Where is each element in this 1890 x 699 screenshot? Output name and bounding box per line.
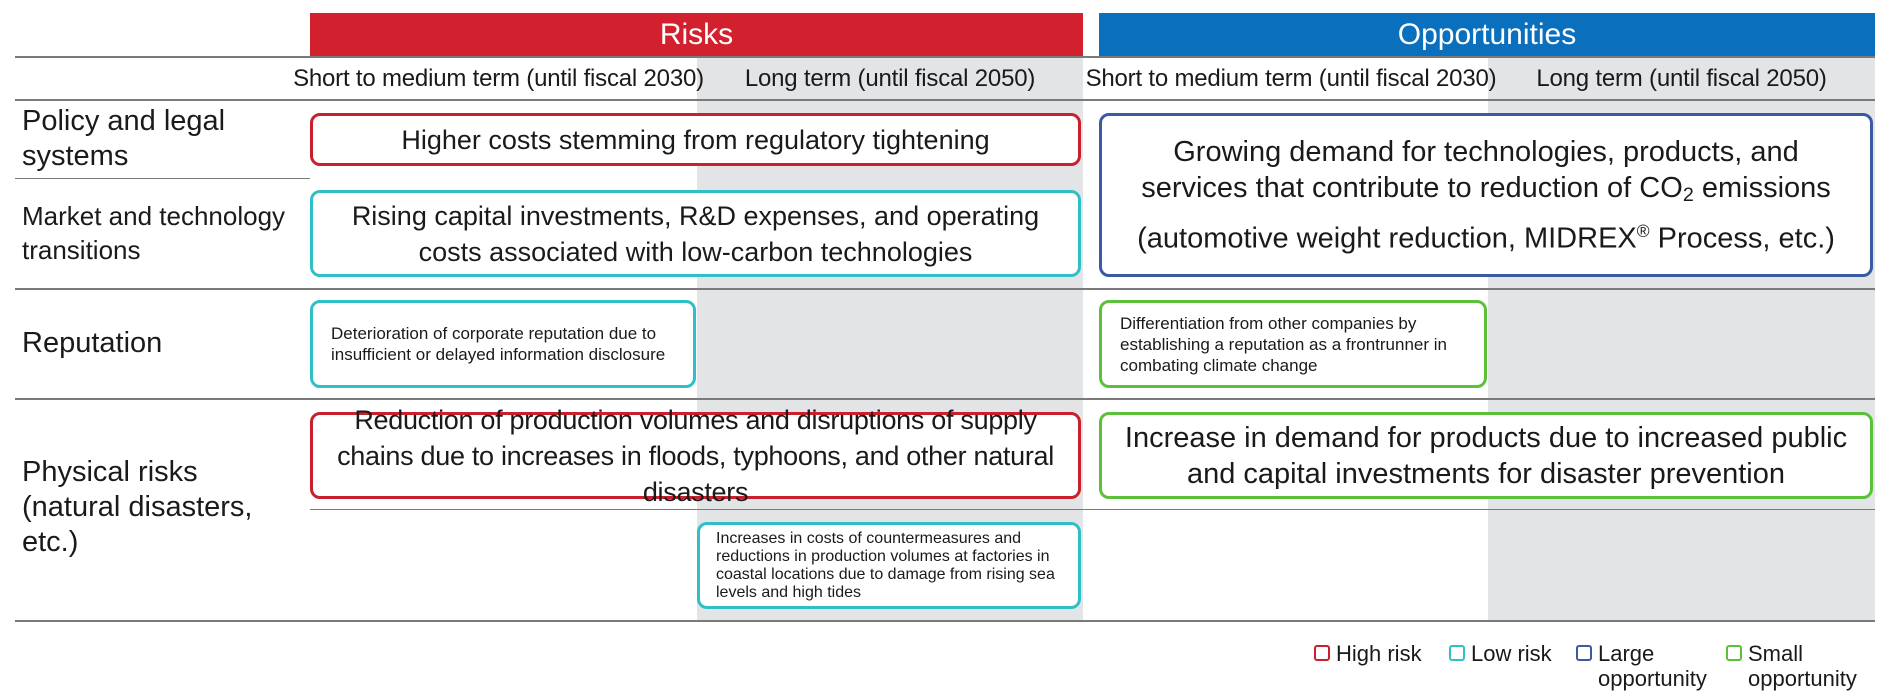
risks-header-label: Risks: [659, 17, 734, 51]
reputation-risk-box: Deterioration of corporate reputation du…: [310, 300, 696, 388]
row-label-market: Market and technology transitions: [22, 201, 286, 265]
policy-market-opportunity-box: Growing demand for technologies, product…: [1099, 113, 1873, 277]
opportunities-header: Opportunities: [1099, 13, 1875, 56]
legend-high-risk: High risk: [1314, 641, 1422, 666]
market-risk-box: Rising capital investments, R&D expenses…: [310, 190, 1081, 277]
policy-risk-text: Higher costs stemming from regulatory ti…: [401, 124, 990, 155]
registered-mark: ®: [1636, 220, 1650, 241]
row-label-policy: Policy and legal systems: [22, 105, 226, 172]
risks-header: Risks: [310, 13, 1083, 56]
market-risk-text: Rising capital investments, R&D expenses…: [351, 200, 1040, 267]
opportunity-line-2: services that contribute to reduction of…: [1137, 170, 1835, 213]
opportunity-line-2-start: services that contribute to reduction of…: [1141, 171, 1683, 204]
policy-market-opportunity-text: Growing demand for technologies, product…: [1137, 134, 1835, 257]
legend-large-opportunity: Large opportunity: [1576, 641, 1716, 691]
opportunities-header-label: Opportunities: [1397, 17, 1577, 51]
small-opportunity-swatch: [1726, 645, 1742, 661]
rule-below-terms: [15, 99, 1875, 101]
rule-market-reputation: [15, 288, 1875, 290]
large-opportunity-label: Large opportunity: [1598, 641, 1707, 691]
low-risk-swatch: [1449, 645, 1465, 661]
high-risk-swatch: [1314, 645, 1330, 661]
opportunity-line-1: Growing demand for technologies, product…: [1173, 135, 1799, 168]
risks-short-term-label: Short to medium term (until fiscal 2030): [293, 65, 704, 92]
risks-long-term-label: Long term (until fiscal 2050): [744, 65, 1036, 92]
opportunity-line-3: (automotive weight reduction, MIDREX® Pr…: [1137, 213, 1835, 257]
physical-risk-short-text: Reduction of production volumes and disr…: [337, 404, 1054, 507]
physical-risk-long-box: Increases in costs of countermeasures an…: [697, 522, 1081, 609]
rule-policy-market: [15, 178, 310, 179]
row-label-reputation: Reputation: [22, 327, 163, 359]
physical-risk-short-box: Reduction of production volumes and disr…: [310, 405, 1081, 507]
physical-opportunity-box: Increase in demand for products due to i…: [1099, 412, 1873, 499]
physical-opportunity-text: Increase in demand for products due to i…: [1124, 421, 1848, 490]
opportunities-short-term-label: Short to medium term (until fiscal 2030): [1085, 65, 1497, 92]
reputation-opportunity-box: Differentiation from other companies by …: [1099, 300, 1487, 388]
physical-risk-long-text: Increases in costs of countermeasures an…: [716, 529, 1055, 601]
opportunity-line-3-end: Process, etc.): [1649, 222, 1835, 255]
rule-top: [15, 56, 1875, 58]
low-risk-label: Low risk: [1471, 641, 1552, 666]
legend-small-opportunity: Small opportunity: [1726, 641, 1866, 691]
rule-reputation-physical: [15, 398, 1875, 400]
co2-subscript: 2: [1682, 183, 1694, 206]
high-risk-label: High risk: [1336, 641, 1422, 666]
rule-physical-split: [310, 509, 1875, 510]
large-opportunity-swatch: [1576, 645, 1592, 661]
opportunity-line-3-start: (automotive weight reduction, MIDREX: [1137, 222, 1637, 255]
reputation-risk-text: Deterioration of corporate reputation du…: [331, 324, 666, 364]
opportunities-long-term-label: Long term (until fiscal 2050): [1536, 65, 1827, 92]
small-opportunity-label: Small opportunity: [1748, 641, 1857, 691]
legend-low-risk: Low risk: [1449, 641, 1552, 666]
policy-risk-box: Higher costs stemming from regulatory ti…: [310, 113, 1081, 166]
row-label-physical: Physical risks (natural disasters, etc.): [22, 456, 253, 558]
opportunity-line-2-end: emissions: [1693, 171, 1831, 204]
reputation-opportunity-text: Differentiation from other companies by …: [1120, 313, 1447, 375]
rule-bottom: [15, 620, 1875, 622]
